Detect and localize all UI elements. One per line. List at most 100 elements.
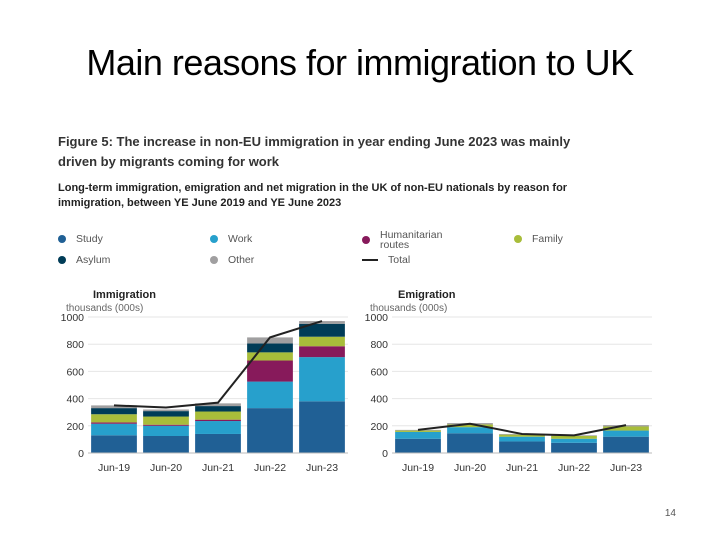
- bar-segment: [247, 381, 293, 409]
- bar-segment: [91, 414, 137, 423]
- bar-segment: [395, 429, 441, 431]
- y-tick-label: 400: [370, 394, 388, 406]
- y-tick-label: 1000: [61, 312, 85, 324]
- bar-segment: [499, 434, 545, 437]
- bar-segment: [551, 436, 597, 439]
- bar-segment: [91, 422, 137, 424]
- legend-line-total: [362, 259, 378, 261]
- legend-swatch-humanitarian: [362, 236, 370, 244]
- legend-item-humanitarian: Humanitarian routes: [362, 230, 442, 250]
- legend-item-total: Total: [362, 255, 410, 265]
- bar-segment: [143, 436, 189, 453]
- legend-swatch-asylum: [58, 256, 66, 264]
- page-number: 14: [664, 508, 676, 519]
- bar-segment: [499, 441, 545, 453]
- bar-segment: [551, 438, 597, 443]
- bar-segment: [195, 403, 241, 407]
- bar-segment: [299, 346, 345, 358]
- x-tick-label: Jun-22: [558, 462, 590, 474]
- bar-segment: [195, 419, 241, 422]
- legend-item-asylum: Asylum: [58, 255, 110, 265]
- bar-segment: [299, 357, 345, 402]
- legend-swatch-other: [210, 256, 218, 264]
- x-tick-label: Jun-21: [506, 462, 538, 474]
- figure-subtitle: Long-term immigration, emigration and ne…: [58, 182, 568, 209]
- legend-item-study: Study: [58, 234, 103, 244]
- y-axis-unit-label: thousands (000s): [370, 303, 447, 314]
- bar-segment: [143, 411, 189, 417]
- legend-label: Other: [228, 254, 255, 266]
- bar-segment: [603, 436, 649, 453]
- total-line: [417, 422, 627, 437]
- bar-segment: [247, 343, 293, 353]
- y-tick-label: 400: [66, 394, 84, 406]
- bar-segment: [91, 408, 137, 415]
- legend-label: Family: [532, 233, 563, 245]
- bar-segment: [195, 406, 241, 412]
- legend-label: Total: [388, 254, 411, 266]
- panel-title: Immigration: [93, 289, 156, 301]
- bar-segment: [499, 436, 545, 442]
- total-line: [113, 320, 323, 409]
- x-tick-label: Jun-21: [202, 462, 234, 474]
- bar-segment: [143, 425, 189, 436]
- x-tick-label: Jun-20: [454, 462, 486, 474]
- bar-segment: [195, 411, 241, 420]
- y-tick-label: 800: [66, 339, 84, 351]
- bar-segment: [299, 336, 345, 347]
- bar-segment: [551, 442, 597, 453]
- bar-segment: [247, 337, 293, 344]
- y-tick-label: 600: [370, 366, 388, 378]
- x-tick-label: Jun-20: [150, 462, 182, 474]
- x-tick-label: Jun-23: [610, 462, 642, 474]
- bar-segment: [447, 433, 493, 453]
- y-tick-label: 1000: [365, 312, 389, 324]
- legend-swatch-family: [514, 235, 522, 243]
- x-tick-label: Jun-19: [98, 462, 130, 474]
- bar-segment: [247, 360, 293, 382]
- legend-label: Study: [76, 233, 103, 245]
- bar-segment: [299, 321, 345, 324]
- legend-item-other: Other: [210, 255, 254, 265]
- bar-segment: [447, 427, 493, 434]
- bar-segment: [91, 423, 137, 436]
- legend-item-family: Family: [514, 234, 563, 244]
- figure-title: Figure 5: The increase in non-EU immigra…: [58, 134, 571, 169]
- bar-segment: [195, 433, 241, 453]
- bar-segment: [247, 408, 293, 453]
- bar-segment: [247, 352, 293, 361]
- bar-segment: [91, 435, 137, 453]
- y-axis-unit-label: thousands (000s): [66, 303, 143, 314]
- x-tick-label: Jun-19: [402, 462, 434, 474]
- x-tick-label: Jun-23: [306, 462, 338, 474]
- legend-label: Humanitarian routes: [380, 229, 443, 251]
- bar-segment: [299, 401, 345, 453]
- legend-label: Asylum: [76, 254, 111, 266]
- y-tick-label: 200: [370, 421, 388, 433]
- x-tick-label: Jun-22: [254, 462, 286, 474]
- legend-item-work: Work: [210, 234, 252, 244]
- bar-segment: [395, 430, 441, 432]
- bar-segment: [603, 430, 649, 437]
- y-tick-label: 800: [370, 339, 388, 351]
- y-tick-label: 600: [66, 366, 84, 378]
- legend-swatch-study: [58, 235, 66, 243]
- bar-segment: [195, 421, 241, 434]
- slide-title: Main reasons for immigration to UK: [86, 42, 634, 83]
- bar-segment: [603, 426, 649, 431]
- chart-legend: Study Work Humanitarian routes Family As…: [58, 230, 618, 270]
- bar-segment: [143, 409, 189, 412]
- y-tick-label: 0: [382, 448, 388, 460]
- bar-segment: [395, 431, 441, 439]
- bar-segment: [143, 424, 189, 426]
- y-tick-label: 200: [66, 421, 84, 433]
- bar-segment: [143, 416, 189, 425]
- bar-segment: [91, 405, 137, 409]
- bar-segment: [299, 323, 345, 337]
- bar-segment: [447, 424, 493, 428]
- legend-swatch-work: [210, 235, 218, 243]
- y-tick-label: 0: [78, 448, 84, 460]
- panel-title: Emigration: [398, 289, 456, 301]
- legend-label: Work: [228, 233, 253, 245]
